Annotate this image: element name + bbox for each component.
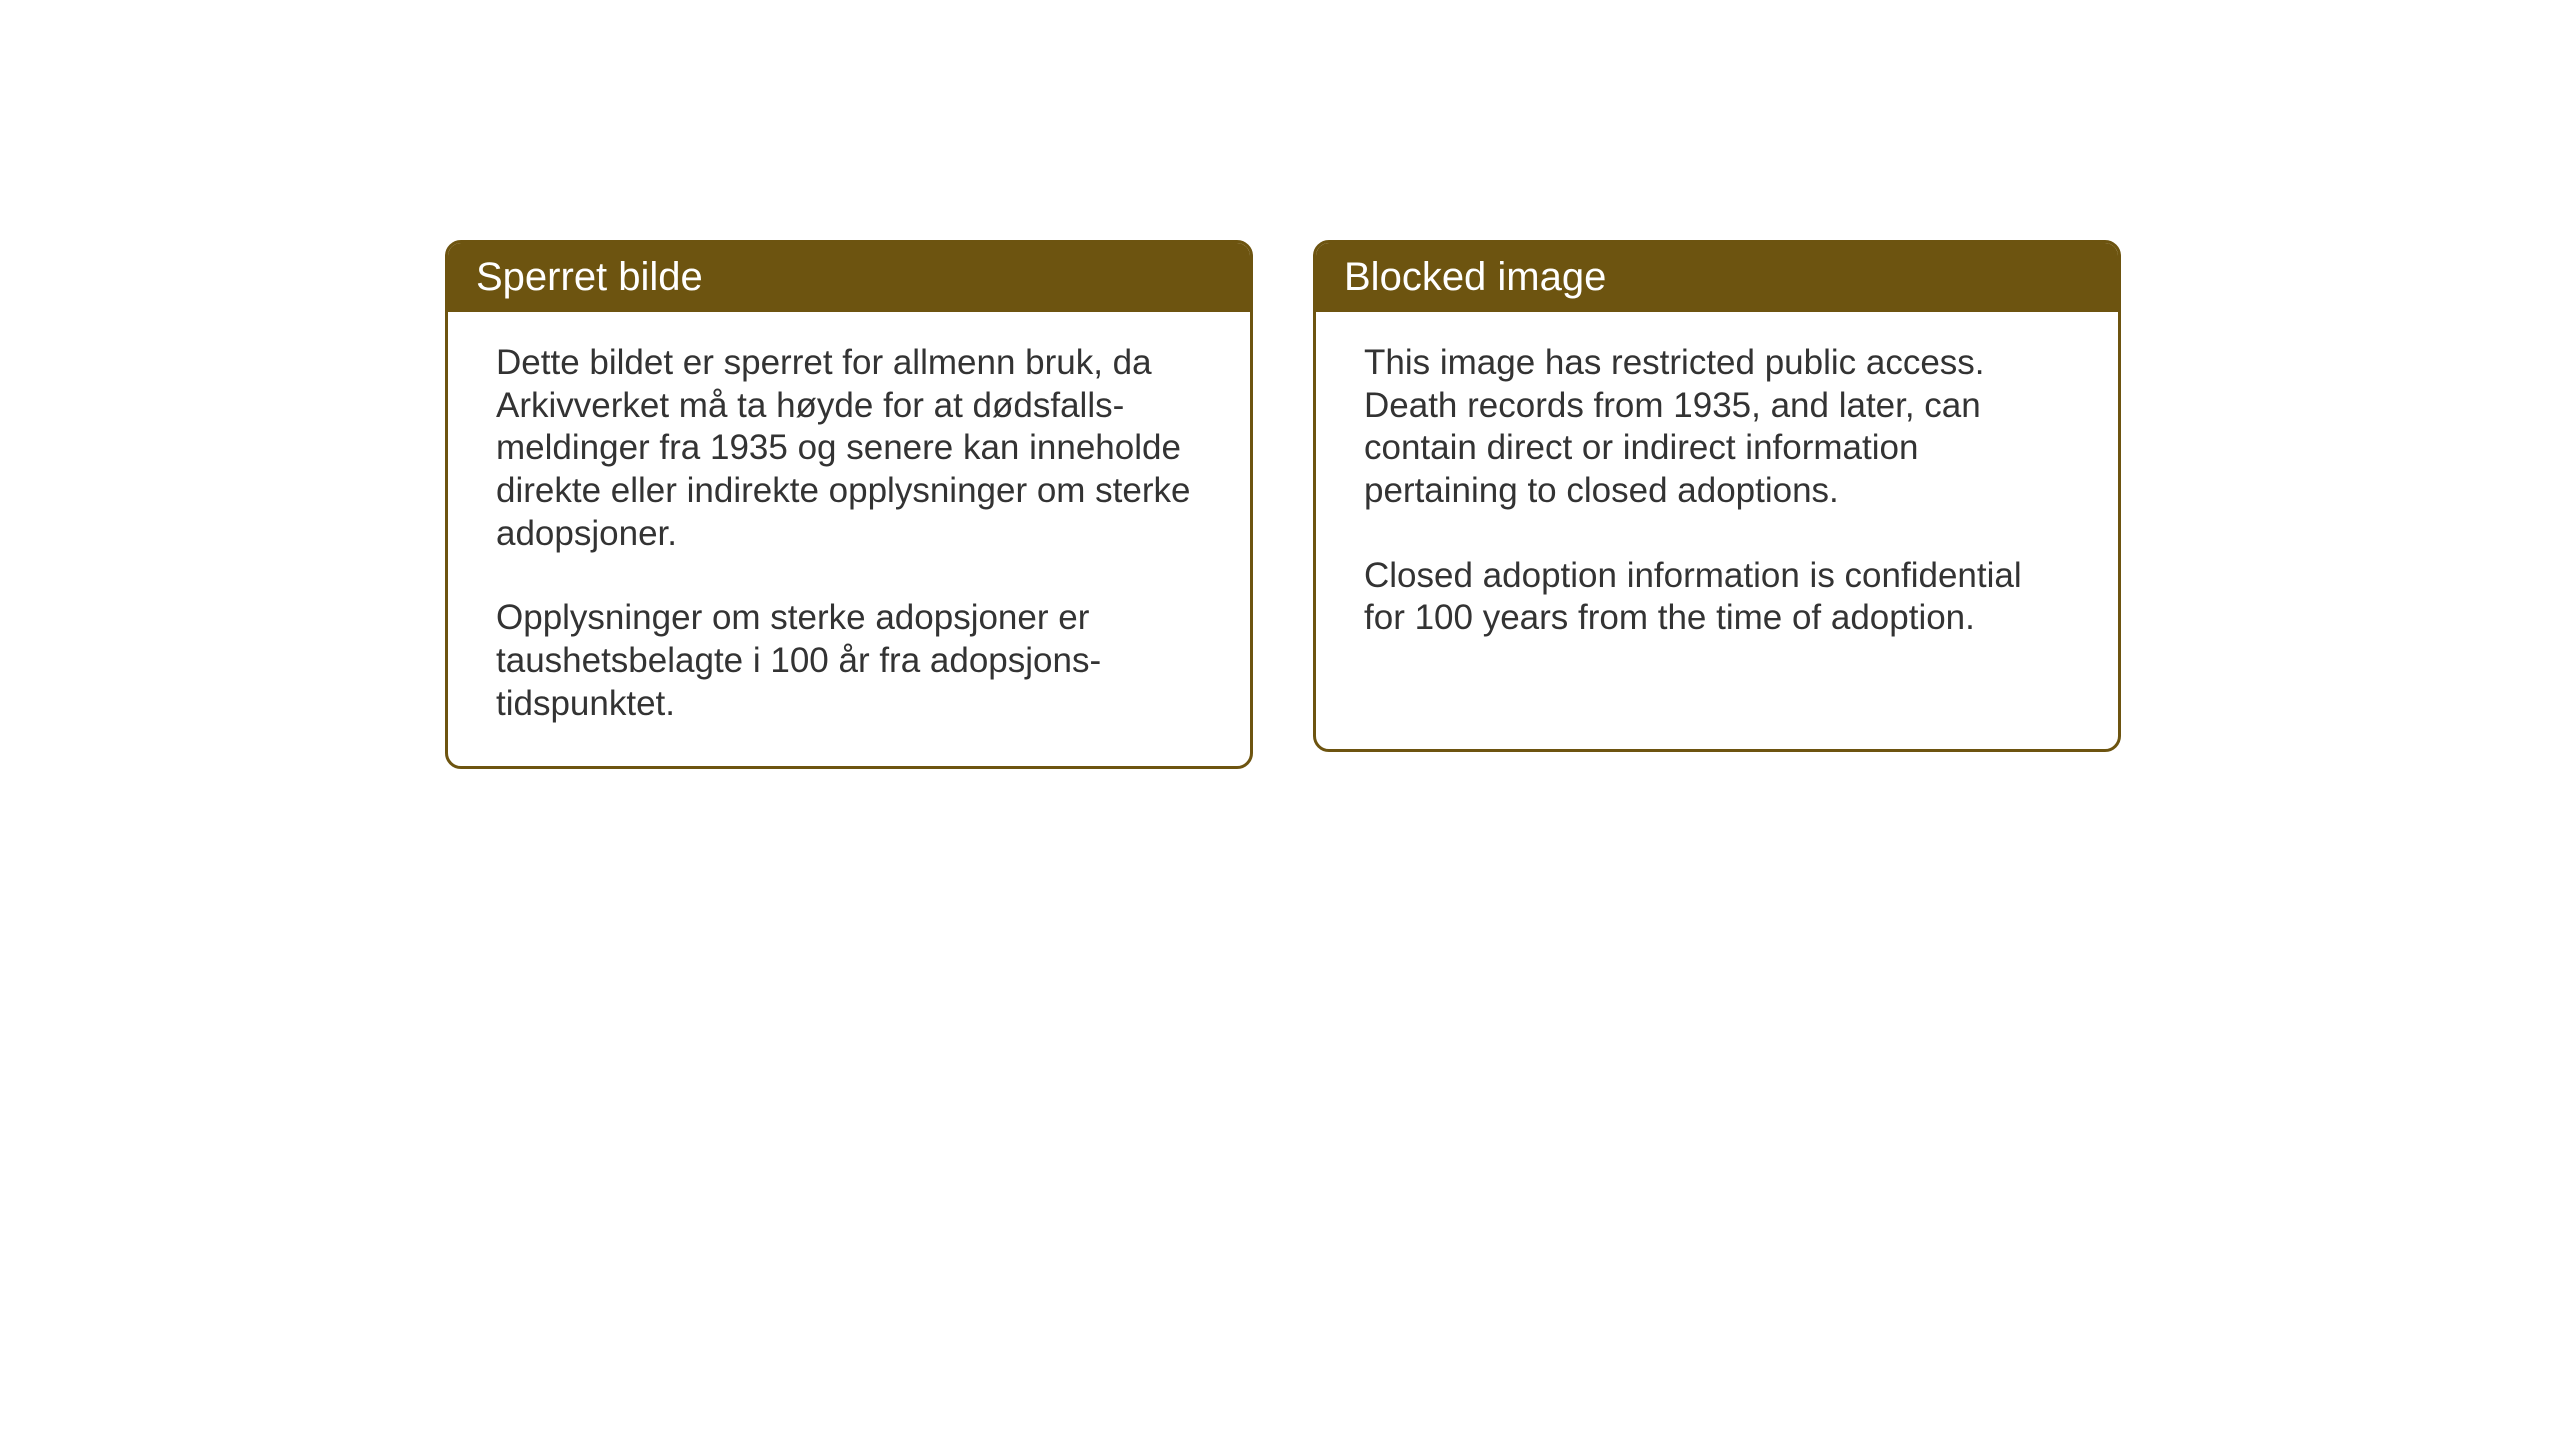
card-header-norwegian: Sperret bilde (448, 243, 1250, 312)
card-title-english: Blocked image (1344, 255, 1606, 299)
card-english: Blocked image This image has restricted … (1313, 240, 2121, 752)
card-paragraph2-english: Closed adoption information is confident… (1364, 555, 2070, 640)
card-header-english: Blocked image (1316, 243, 2118, 312)
card-paragraph1-norwegian: Dette bildet er sperret for allmenn bruk… (496, 342, 1202, 555)
cards-container: Sperret bilde Dette bildet er sperret fo… (445, 240, 2121, 769)
card-title-norwegian: Sperret bilde (476, 255, 703, 299)
card-norwegian: Sperret bilde Dette bildet er sperret fo… (445, 240, 1253, 769)
card-paragraph2-norwegian: Opplysninger om sterke adopsjoner er tau… (496, 597, 1202, 725)
card-paragraph1-english: This image has restricted public access.… (1364, 342, 2070, 513)
card-body-norwegian: Dette bildet er sperret for allmenn bruk… (448, 312, 1250, 766)
card-body-english: This image has restricted public access.… (1316, 312, 2118, 680)
